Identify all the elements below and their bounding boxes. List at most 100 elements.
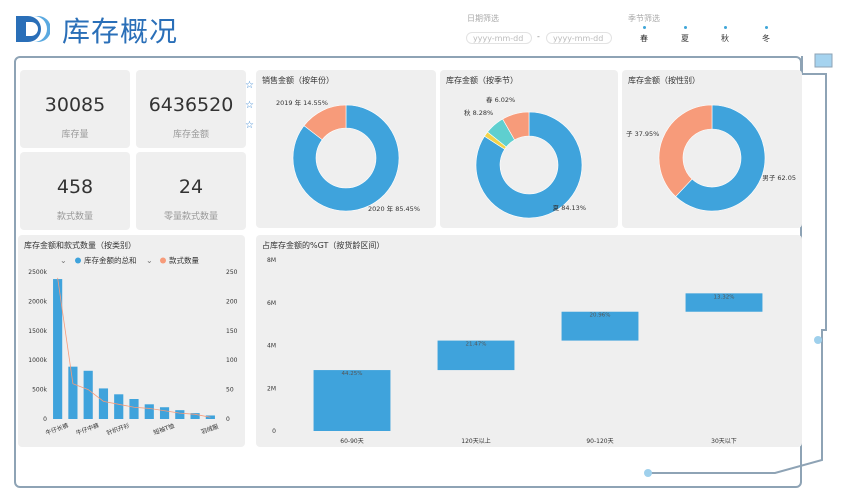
bar: [129, 399, 139, 419]
waterfall-card-age: 占库存金额的%GT（按货龄区间） 0 2M 4M 6M 8M 44.25% 60-90天 21…: [256, 235, 802, 447]
data-label: 44.25%: [342, 371, 363, 377]
season-dot: [724, 26, 727, 29]
bar: [114, 394, 124, 419]
pie-gender-chart: 男子 62.05 子 37.95%: [626, 104, 796, 212]
star-icon[interactable]: ☆: [245, 120, 254, 131]
bar: [175, 410, 185, 419]
logo-icon: [16, 16, 50, 42]
y-tick-label: 6M: [267, 300, 276, 307]
y-tick-label: 0: [272, 428, 276, 435]
y-tick-label: 2M: [267, 385, 276, 392]
x-tick-label: 短袖T恤: [152, 422, 175, 437]
kpi-value: 30085: [44, 94, 106, 116]
y2-tick-label: 100: [226, 357, 238, 364]
pie-label: 子 37.95%: [626, 130, 659, 138]
pie-year-chart: 2020 年 85.45% 2019 年 14.55%: [276, 98, 420, 213]
y2-tick-label: 200: [226, 298, 238, 305]
x-tick-label: 针织开衫: [105, 421, 130, 437]
x-tick-label: 牛仔长裤: [44, 421, 69, 437]
legend-marker: [75, 257, 81, 264]
star-icon[interactable]: ☆: [245, 80, 254, 91]
pie-slice: [658, 104, 713, 197]
season-dot: [684, 26, 687, 29]
star-icon[interactable]: ☆: [245, 100, 254, 111]
chart-title: 库存金额（按性别）: [628, 76, 700, 85]
x-tick-label: 30天以下: [711, 438, 737, 445]
pie-slice: [303, 104, 347, 141]
pie-card-gender: 库存金额（按性别） 男子 62.05 子 37.95%: [622, 70, 802, 228]
y-tick-label: 1500k: [28, 328, 47, 335]
y2-tick-label: 50: [226, 387, 234, 394]
season-summer-button[interactable]: 夏: [681, 34, 689, 43]
season-spring-button[interactable]: 春: [640, 34, 648, 43]
pie-label: 2019 年 14.55%: [276, 98, 328, 107]
age-waterfall-chart: 0 2M 4M 6M 8M 44.25% 60-90天 21.47% 120天以上 20.96% 9…: [267, 257, 763, 445]
y-tick-label: 4M: [267, 343, 276, 350]
waterfall-bar: [437, 340, 515, 371]
kpi-card-inventory-amount: 6436520 库存金额: [136, 70, 246, 148]
legend-marker: [160, 257, 166, 264]
chart-title: 销售金额（按年份）: [262, 76, 334, 85]
pie-card-season: 库存金额（按季节） 夏 84.13% 春 6.02% 秋 8.28%: [440, 70, 618, 228]
kpi-value: 24: [178, 176, 204, 198]
y2-tick-label: 250: [226, 269, 238, 276]
bar: [190, 413, 200, 419]
pie-label: 夏 84.13%: [553, 204, 586, 212]
legend-label: 库存金额的总和: [84, 255, 137, 265]
y-tick-label: 500k: [32, 387, 47, 394]
date-start-input[interactable]: yyyy-mm-dd: [466, 32, 532, 44]
y2-tick-label: 150: [226, 328, 238, 335]
season-dot: [765, 26, 768, 29]
page-title: 库存概况: [62, 15, 179, 48]
series-line: [57, 277, 211, 418]
bar: [144, 404, 154, 419]
data-label: 20.96%: [590, 313, 611, 319]
pie-label: 春 6.02%: [486, 95, 515, 104]
y-tick-label: 8M: [267, 257, 276, 264]
x-tick-label: 60-90天: [340, 438, 363, 445]
waterfall-bar: [561, 311, 639, 341]
x-tick-label: 羽绒服: [200, 422, 220, 436]
waterfall-bar: [685, 293, 763, 312]
x-tick-label: 120天以上: [461, 437, 490, 445]
waterfall-bar: [313, 370, 391, 431]
bar: [83, 370, 93, 419]
kpi-label: 款式数量: [56, 212, 93, 222]
season-winter-button[interactable]: 冬: [762, 34, 770, 43]
data-label: 21.47%: [466, 342, 487, 348]
y-tick-label: 1000k: [28, 357, 47, 364]
legend-chevron-icon: ⌄: [146, 256, 153, 265]
bar-card-category: 库存金额和款式数量（按类别） ⌄ 库存金额的总和 ⌄ 款式数量 0 500k 1000k 15…: [18, 235, 245, 447]
kpi-value: 458: [56, 176, 94, 198]
x-tick-label: 牛仔中裤: [75, 421, 100, 437]
data-label: 13.32%: [714, 294, 735, 300]
date-separator: -: [537, 32, 540, 41]
chart-title: 库存金额（按季节）: [446, 76, 518, 85]
category-combo-chart: ⌄ 库存金额的总和 ⌄ 款式数量 0 500k 1000k 1500k 2000k 2500k 0 5…: [28, 255, 238, 437]
season-filter-label: 季节筛选: [628, 14, 660, 23]
frame-decoration: [644, 53, 833, 477]
pie-label: 2020 年 85.45%: [368, 204, 420, 213]
chart-title: 占库存金额的%GT（按货龄区间）: [262, 241, 385, 250]
kpi-card-zero-style-count: 24 零量款式数量: [136, 152, 246, 230]
y-tick-label: 0: [43, 416, 47, 423]
y-tick-label: 2500k: [28, 269, 47, 276]
season-autumn-button[interactable]: 秋: [721, 34, 729, 43]
y-tick-label: 2000k: [28, 298, 47, 305]
bar: [68, 366, 78, 419]
pie-slice: [475, 111, 583, 219]
kpi-card-style-count: 458 款式数量: [20, 152, 130, 230]
bar: [53, 279, 63, 419]
kpi-label: 零量款式数量: [163, 212, 218, 222]
y2-tick-label: 0: [226, 416, 230, 423]
date-filter-label: 日期筛选: [467, 14, 499, 23]
kpi-label: 库存金额: [172, 130, 209, 140]
pie-card-year: 销售金额（按年份） 2020 年 85.45% 2019 年 14.55%: [256, 70, 436, 228]
chart-title: 库存金额和款式数量（按类别）: [24, 241, 136, 250]
bar: [98, 388, 109, 419]
date-end-input[interactable]: yyyy-mm-dd: [546, 32, 612, 44]
x-tick-label: 90-120天: [586, 438, 613, 445]
pie-label: 男子 62.05: [762, 174, 796, 182]
kpi-value: 6436520: [148, 94, 234, 116]
kpi-card-inventory-qty: 30085 库存量: [20, 70, 130, 148]
